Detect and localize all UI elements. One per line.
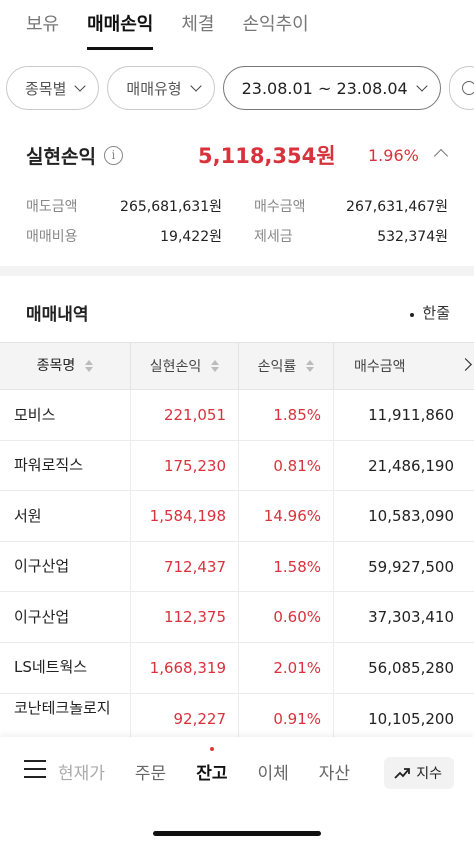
column-header-realized-pl[interactable]: 실현손익 xyxy=(131,343,239,389)
tax-label: 제세금 xyxy=(254,229,293,245)
column-header-label: 종목명 xyxy=(36,357,76,374)
pl-rate-cell: 0.60% xyxy=(239,592,334,643)
table-row[interactable]: 파워로직스 175,230 0.81% 21,486,190 xyxy=(0,440,474,492)
tab-trade-pl[interactable]: 매매손익 xyxy=(87,0,154,50)
realized-pl-cell: 712,437 xyxy=(131,541,239,592)
stock-name: 이구산업 xyxy=(0,541,131,592)
trade-type-dropdown[interactable]: 매매유형 xyxy=(107,66,215,110)
column-header-stock[interactable]: 종목명 xyxy=(0,343,131,389)
stock-name: 파워로직스 xyxy=(0,440,131,491)
table-row[interactable]: 이구산업 112,375 0.60% 37,303,410 xyxy=(0,592,474,643)
search-button[interactable] xyxy=(448,66,474,110)
realized-pl-cell: 221,051 xyxy=(131,390,239,440)
sort-icon xyxy=(306,360,315,372)
nav-current-price[interactable]: 현재가 xyxy=(58,764,105,784)
column-header-label: 매수금액 xyxy=(354,359,406,375)
tax-value: 532,374원 xyxy=(377,229,448,245)
nav-transfer[interactable]: 이체 xyxy=(257,764,289,784)
buy-amount-label: 매수금액 xyxy=(254,199,306,215)
bottom-nav-bar: 현재가 주문 잔고 이체 자산 지수 xyxy=(0,737,474,847)
chevron-down-icon xyxy=(74,79,87,92)
sort-icon xyxy=(211,360,220,372)
buy-amount-cell: 10,583,090 xyxy=(368,507,454,526)
realized-pl-label: 실현손익 xyxy=(26,145,96,168)
home-indicator[interactable] xyxy=(153,831,321,836)
buy-amount-cell: 11,911,860 xyxy=(368,406,454,424)
bottom-nav-items: 현재가 주문 잔고 이체 자산 xyxy=(58,747,380,784)
chevron-down-icon xyxy=(189,79,202,92)
realized-pl-row: 실현손익 i 5,118,354원 1.96% xyxy=(26,140,452,170)
date-range-label: 23.08.01 ~ 23.08.04 xyxy=(241,78,408,98)
index-label: 지수 xyxy=(416,766,442,782)
menu-icon[interactable] xyxy=(24,760,46,778)
tab-pl-trend[interactable]: 손익추이 xyxy=(242,14,309,35)
realized-pl-cell: 175,230 xyxy=(131,440,239,491)
stock-name: 코난테크놀로지 xyxy=(0,693,131,744)
pl-rate-cell: 0.81% xyxy=(239,440,334,491)
pl-rate-cell: 1.58% xyxy=(239,541,334,592)
nav-order[interactable]: 주문 xyxy=(134,764,167,784)
buy-amount-cell: 10,105,200 xyxy=(368,709,454,728)
column-header-label: 손익률 xyxy=(257,359,297,375)
search-icon xyxy=(461,81,474,95)
trade-cost-value: 19,422원 xyxy=(160,229,222,245)
realized-pl-value: 5,118,354원 xyxy=(198,144,336,168)
single-line-label: 한줄 xyxy=(422,304,450,322)
index-button[interactable]: 지수 xyxy=(384,757,454,789)
table-header: 종목명 실현손익 손익률 매수금액 xyxy=(0,342,474,390)
trend-up-icon xyxy=(394,768,411,779)
table-row[interactable]: LS네트웍스 1,668,319 2.01% 56,085,280 xyxy=(0,642,474,694)
trade-history-title: 매매내역 xyxy=(26,305,89,325)
trade-history-header: 매매내역 한줄 xyxy=(0,290,474,334)
top-tab-bar: 보유 매매손익 체결 손익추이 xyxy=(0,0,474,50)
buy-amount-cell: 37,303,410 xyxy=(368,608,454,627)
realized-pl-cell: 92,227 xyxy=(131,693,239,744)
stock-name: 모비스 xyxy=(0,390,131,440)
realized-pl-cell: 1,584,198 xyxy=(131,491,239,542)
trade-table: 종목명 실현손익 손익률 매수금액 모비스 221,051 1.85% 11,9… xyxy=(0,342,474,745)
sort-icon xyxy=(85,360,94,372)
stock-name: LS네트웍스 xyxy=(0,642,131,693)
buy-amount-value: 267,631,467원 xyxy=(346,199,448,215)
dot-icon xyxy=(410,312,415,317)
pl-rate-cell: 14.96% xyxy=(239,491,334,542)
by-stock-dropdown[interactable]: 종목별 xyxy=(6,66,100,110)
table-row[interactable]: 이구산업 712,437 1.58% 59,927,500 xyxy=(0,541,474,593)
tab-executions[interactable]: 체결 xyxy=(181,14,215,35)
stock-name: 서원 xyxy=(0,491,131,542)
realized-pl-summary: 실현손익 i 5,118,354원 1.96% 매도금액 265,681,631… xyxy=(0,124,474,267)
pl-rate-cell: 1.85% xyxy=(239,390,334,440)
sell-amount-label: 매도금액 xyxy=(26,199,78,215)
chevron-up-icon[interactable] xyxy=(433,148,449,164)
sell-amount-value: 265,681,631원 xyxy=(120,199,222,215)
info-icon[interactable]: i xyxy=(103,145,123,165)
table-row[interactable]: 서원 1,584,198 14.96% 10,583,090 xyxy=(0,491,474,542)
realized-pl-cell: 112,375 xyxy=(131,592,239,643)
buy-amount-cell: 59,927,500 xyxy=(368,557,454,576)
column-header-pl-rate[interactable]: 손익률 xyxy=(239,343,334,389)
trade-cost-label: 매매비용 xyxy=(26,229,78,245)
buy-amount-cell: 21,486,190 xyxy=(368,456,454,475)
column-header-label: 실현손익 xyxy=(149,359,202,375)
by-stock-label: 종목별 xyxy=(25,79,67,98)
trade-type-label: 매매유형 xyxy=(126,79,182,98)
nav-assets[interactable]: 자산 xyxy=(318,764,351,784)
buy-amount-cell: 56,085,280 xyxy=(368,658,454,677)
filter-bar: 종목별 매매유형 23.08.01 ~ 23.08.04 xyxy=(6,66,474,112)
section-divider xyxy=(0,266,474,276)
single-line-toggle[interactable]: 한줄 xyxy=(410,302,450,323)
tab-holdings[interactable]: 보유 xyxy=(26,14,60,35)
column-header-buy-amount[interactable]: 매수금액 xyxy=(334,343,474,389)
pl-rate-cell: 0.91% xyxy=(239,693,334,744)
nav-balance[interactable]: 잔고 xyxy=(196,747,227,784)
chevron-down-icon xyxy=(416,79,428,92)
pl-rate-cell: 2.01% xyxy=(239,642,334,693)
realized-pl-rate: 1.96% xyxy=(368,145,419,165)
date-range-dropdown[interactable]: 23.08.01 ~ 23.08.04 xyxy=(222,66,441,110)
realized-pl-cell: 1,668,319 xyxy=(131,642,239,693)
table-row[interactable]: 모비스 221,051 1.85% 11,911,860 xyxy=(0,390,474,441)
stock-name: 이구산업 xyxy=(0,592,131,643)
